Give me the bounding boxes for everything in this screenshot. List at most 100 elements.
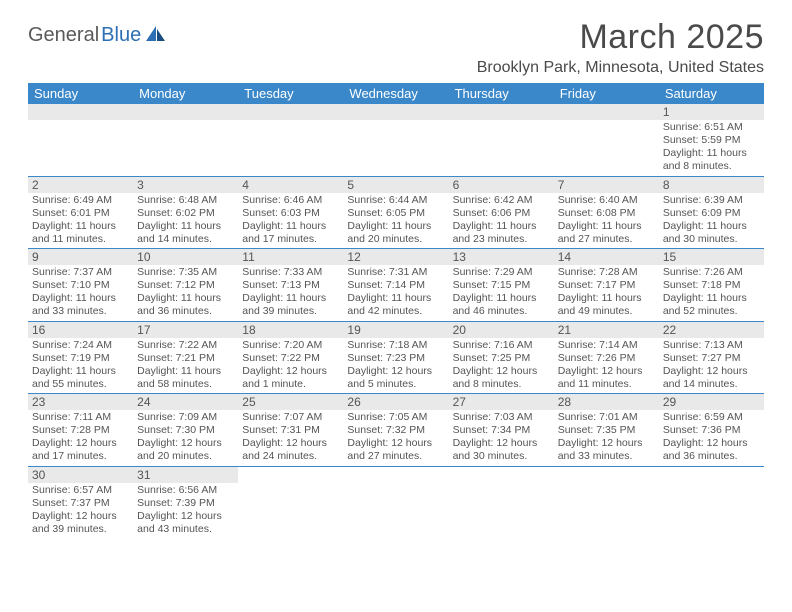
day-sun-info: Sunrise: 7:31 AMSunset: 7:14 PMDaylight:…: [343, 265, 448, 321]
day-number: 5: [343, 177, 448, 193]
day-number: 28: [554, 394, 659, 410]
day-number: 8: [659, 177, 764, 193]
calendar-day-cell: 8Sunrise: 6:39 AMSunset: 6:09 PMDaylight…: [659, 176, 764, 249]
calendar-day-cell: [343, 104, 448, 176]
day-number: 7: [554, 177, 659, 193]
calendar-day-cell: 21Sunrise: 7:14 AMSunset: 7:26 PMDayligh…: [554, 321, 659, 394]
day-sun-info: Sunrise: 6:56 AMSunset: 7:39 PMDaylight:…: [133, 483, 238, 539]
weekday-header: Tuesday: [238, 83, 343, 104]
calendar-day-cell: [449, 104, 554, 176]
weekday-header: Friday: [554, 83, 659, 104]
calendar-day-cell: 14Sunrise: 7:28 AMSunset: 7:17 PMDayligh…: [554, 249, 659, 322]
calendar-day-cell: 22Sunrise: 7:13 AMSunset: 7:27 PMDayligh…: [659, 321, 764, 394]
day-sun-info: Sunrise: 7:24 AMSunset: 7:19 PMDaylight:…: [28, 338, 133, 394]
calendar-day-cell: 16Sunrise: 7:24 AMSunset: 7:19 PMDayligh…: [28, 321, 133, 394]
day-number-empty: [449, 104, 554, 120]
weekday-header: Thursday: [449, 83, 554, 104]
weekday-header: Sunday: [28, 83, 133, 104]
calendar-week-row: 30Sunrise: 6:57 AMSunset: 7:37 PMDayligh…: [28, 466, 764, 538]
day-sun-info: Sunrise: 7:07 AMSunset: 7:31 PMDaylight:…: [238, 410, 343, 466]
calendar-body: 1Sunrise: 6:51 AMSunset: 5:59 PMDaylight…: [28, 104, 764, 538]
calendar-day-cell: 26Sunrise: 7:05 AMSunset: 7:32 PMDayligh…: [343, 394, 448, 467]
weekday-header: Wednesday: [343, 83, 448, 104]
day-sun-info: Sunrise: 6:44 AMSunset: 6:05 PMDaylight:…: [343, 193, 448, 249]
day-number: 2: [28, 177, 133, 193]
day-sun-info: Sunrise: 7:11 AMSunset: 7:28 PMDaylight:…: [28, 410, 133, 466]
day-number: 6: [449, 177, 554, 193]
calendar-day-cell: 27Sunrise: 7:03 AMSunset: 7:34 PMDayligh…: [449, 394, 554, 467]
calendar-day-cell: [554, 104, 659, 176]
day-sun-info: Sunrise: 7:37 AMSunset: 7:10 PMDaylight:…: [28, 265, 133, 321]
calendar-day-cell: 19Sunrise: 7:18 AMSunset: 7:23 PMDayligh…: [343, 321, 448, 394]
day-sun-info: Sunrise: 7:05 AMSunset: 7:32 PMDaylight:…: [343, 410, 448, 466]
calendar-day-cell: [343, 466, 448, 538]
calendar-day-cell: 9Sunrise: 7:37 AMSunset: 7:10 PMDaylight…: [28, 249, 133, 322]
day-number-empty: [133, 104, 238, 120]
day-number: 11: [238, 249, 343, 265]
day-number: 17: [133, 322, 238, 338]
day-number: 4: [238, 177, 343, 193]
day-number-empty: [28, 104, 133, 120]
month-title: March 2025: [477, 18, 764, 57]
calendar-day-cell: 11Sunrise: 7:33 AMSunset: 7:13 PMDayligh…: [238, 249, 343, 322]
day-sun-info: Sunrise: 7:28 AMSunset: 7:17 PMDaylight:…: [554, 265, 659, 321]
calendar-day-cell: 30Sunrise: 6:57 AMSunset: 7:37 PMDayligh…: [28, 466, 133, 538]
calendar-day-cell: 10Sunrise: 7:35 AMSunset: 7:12 PMDayligh…: [133, 249, 238, 322]
day-sun-info: Sunrise: 7:01 AMSunset: 7:35 PMDaylight:…: [554, 410, 659, 466]
day-number: 13: [449, 249, 554, 265]
day-number: 18: [238, 322, 343, 338]
location-text: Brooklyn Park, Minnesota, United States: [477, 59, 764, 77]
day-sun-info: Sunrise: 7:22 AMSunset: 7:21 PMDaylight:…: [133, 338, 238, 394]
day-number-empty: [238, 104, 343, 120]
calendar-day-cell: 3Sunrise: 6:48 AMSunset: 6:02 PMDaylight…: [133, 176, 238, 249]
day-sun-info: Sunrise: 7:09 AMSunset: 7:30 PMDaylight:…: [133, 410, 238, 466]
calendar-week-row: 16Sunrise: 7:24 AMSunset: 7:19 PMDayligh…: [28, 321, 764, 394]
calendar-week-row: 2Sunrise: 6:49 AMSunset: 6:01 PMDaylight…: [28, 176, 764, 249]
day-number: 12: [343, 249, 448, 265]
day-sun-info: Sunrise: 6:46 AMSunset: 6:03 PMDaylight:…: [238, 193, 343, 249]
logo-text-general: General: [28, 24, 99, 47]
calendar-day-cell: 29Sunrise: 6:59 AMSunset: 7:36 PMDayligh…: [659, 394, 764, 467]
calendar-day-cell: [554, 466, 659, 538]
day-sun-info: Sunrise: 7:20 AMSunset: 7:22 PMDaylight:…: [238, 338, 343, 394]
day-sun-info: Sunrise: 6:59 AMSunset: 7:36 PMDaylight:…: [659, 410, 764, 466]
calendar-day-cell: 25Sunrise: 7:07 AMSunset: 7:31 PMDayligh…: [238, 394, 343, 467]
day-sun-info: Sunrise: 6:48 AMSunset: 6:02 PMDaylight:…: [133, 193, 238, 249]
calendar-header-row: SundayMondayTuesdayWednesdayThursdayFrid…: [28, 83, 764, 104]
day-number: 31: [133, 467, 238, 483]
day-sun-info: Sunrise: 7:29 AMSunset: 7:15 PMDaylight:…: [449, 265, 554, 321]
day-sun-info: Sunrise: 6:49 AMSunset: 6:01 PMDaylight:…: [28, 193, 133, 249]
calendar-day-cell: 24Sunrise: 7:09 AMSunset: 7:30 PMDayligh…: [133, 394, 238, 467]
day-number: 15: [659, 249, 764, 265]
weekday-header: Monday: [133, 83, 238, 104]
day-number: 29: [659, 394, 764, 410]
day-number: 21: [554, 322, 659, 338]
calendar-page: GeneralBlue March 2025 Brooklyn Park, Mi…: [0, 0, 792, 548]
day-sun-info: Sunrise: 7:26 AMSunset: 7:18 PMDaylight:…: [659, 265, 764, 321]
day-sun-info: Sunrise: 7:33 AMSunset: 7:13 PMDaylight:…: [238, 265, 343, 321]
calendar-day-cell: 5Sunrise: 6:44 AMSunset: 6:05 PMDaylight…: [343, 176, 448, 249]
day-sun-info: Sunrise: 7:14 AMSunset: 7:26 PMDaylight:…: [554, 338, 659, 394]
calendar-day-cell: 31Sunrise: 6:56 AMSunset: 7:39 PMDayligh…: [133, 466, 238, 538]
calendar-day-cell: [28, 104, 133, 176]
weekday-header: Saturday: [659, 83, 764, 104]
calendar-day-cell: 28Sunrise: 7:01 AMSunset: 7:35 PMDayligh…: [554, 394, 659, 467]
day-sun-info: Sunrise: 7:03 AMSunset: 7:34 PMDaylight:…: [449, 410, 554, 466]
calendar-table: SundayMondayTuesdayWednesdayThursdayFrid…: [28, 83, 764, 538]
day-number-empty: [554, 104, 659, 120]
day-number: 30: [28, 467, 133, 483]
calendar-week-row: 23Sunrise: 7:11 AMSunset: 7:28 PMDayligh…: [28, 394, 764, 467]
calendar-day-cell: 23Sunrise: 7:11 AMSunset: 7:28 PMDayligh…: [28, 394, 133, 467]
calendar-day-cell: 13Sunrise: 7:29 AMSunset: 7:15 PMDayligh…: [449, 249, 554, 322]
calendar-day-cell: [238, 104, 343, 176]
logo-sail-icon: [145, 24, 167, 47]
calendar-week-row: 9Sunrise: 7:37 AMSunset: 7:10 PMDaylight…: [28, 249, 764, 322]
calendar-week-row: 1Sunrise: 6:51 AMSunset: 5:59 PMDaylight…: [28, 104, 764, 176]
day-sun-info: Sunrise: 7:18 AMSunset: 7:23 PMDaylight:…: [343, 338, 448, 394]
calendar-day-cell: 20Sunrise: 7:16 AMSunset: 7:25 PMDayligh…: [449, 321, 554, 394]
day-number: 25: [238, 394, 343, 410]
calendar-day-cell: 2Sunrise: 6:49 AMSunset: 6:01 PMDaylight…: [28, 176, 133, 249]
day-sun-info: Sunrise: 7:13 AMSunset: 7:27 PMDaylight:…: [659, 338, 764, 394]
calendar-day-cell: [238, 466, 343, 538]
calendar-day-cell: 7Sunrise: 6:40 AMSunset: 6:08 PMDaylight…: [554, 176, 659, 249]
